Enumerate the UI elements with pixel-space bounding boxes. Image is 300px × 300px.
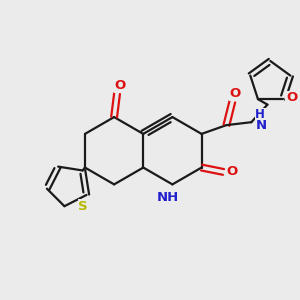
- Text: NH: NH: [157, 191, 179, 204]
- Text: S: S: [78, 200, 88, 213]
- Text: H: H: [255, 108, 265, 122]
- Text: O: O: [230, 87, 241, 100]
- Text: O: O: [226, 166, 237, 178]
- Text: O: O: [286, 91, 297, 104]
- Text: N: N: [256, 118, 267, 132]
- Text: O: O: [114, 79, 126, 92]
